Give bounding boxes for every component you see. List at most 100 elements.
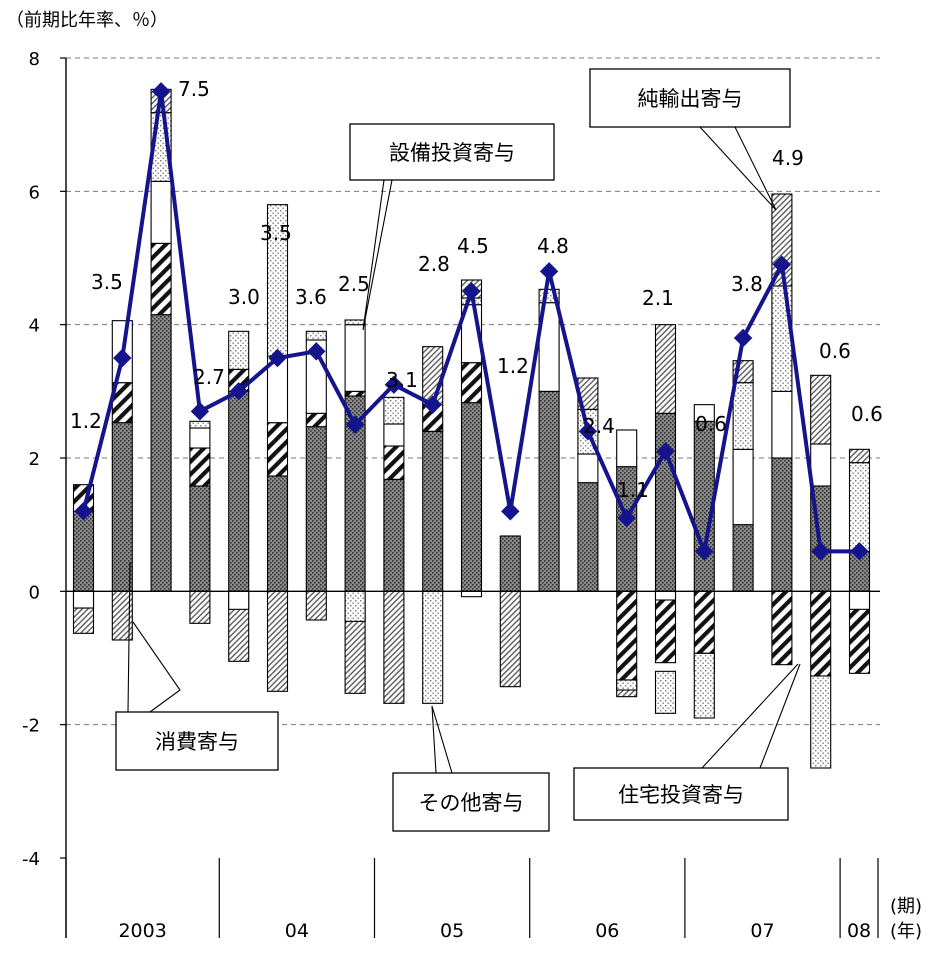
zero-baseline	[60, 57, 880, 938]
bar-segment	[305, 412, 327, 428]
bar-segment	[771, 390, 793, 459]
bar-segment	[72, 590, 95, 609]
y-tick-labels: 8 6 4 2 0 -2 -4	[22, 49, 40, 870]
bar-segment	[810, 675, 832, 769]
bar-segment	[460, 590, 483, 598]
value-label: 3.5	[260, 221, 292, 245]
bar-segment	[150, 242, 172, 316]
callout-leaders	[127, 126, 801, 774]
bar-segment	[654, 590, 677, 664]
leader-line	[699, 126, 777, 211]
bar-segment	[111, 422, 133, 592]
bar-segment	[693, 404, 715, 422]
value-label: 3.1	[386, 368, 418, 392]
bar-segment	[383, 423, 405, 447]
value-label: 3.5	[91, 270, 123, 294]
value-label: 0.6	[695, 412, 727, 436]
value-label: 0.6	[819, 339, 851, 363]
growth-marker	[501, 502, 520, 521]
x-year-label: 04	[285, 920, 309, 942]
bar-segment	[460, 402, 483, 592]
bar-segment	[266, 475, 289, 592]
growth-line	[74, 82, 869, 561]
value-label: 2.8	[418, 252, 450, 276]
x-year-label: 06	[595, 920, 619, 942]
bar-segment	[771, 590, 793, 666]
y-tick-label: -4	[22, 849, 40, 870]
value-label: 3.8	[731, 272, 763, 296]
growth-marker	[384, 375, 404, 394]
bar-segment	[344, 319, 366, 326]
value-label: 3.6	[295, 285, 327, 309]
growth-marker	[74, 502, 93, 521]
bar-segment	[848, 590, 871, 610]
y-tick-label: 6	[29, 182, 40, 203]
value-label: 1.1	[617, 478, 649, 502]
bar-segment	[499, 590, 521, 688]
bar-segment	[383, 445, 405, 480]
bar-segment	[228, 390, 250, 592]
x-axis: 2003 04 05 06 07 08	[65, 858, 879, 942]
bar-segment	[693, 652, 715, 719]
bar-segment	[538, 390, 560, 592]
value-labels: 1.2 3.5 7.5 2.7 3.0 3.5 3.6 2.5 3.1 2.8 4.5 1.2 4.8 2…	[70, 77, 883, 502]
bar-segment	[305, 590, 327, 621]
growth-marker	[811, 542, 830, 561]
bar-segment	[72, 510, 95, 592]
growth-marker	[539, 262, 559, 281]
growth-marker	[850, 542, 869, 561]
callout-net-exports-text: 純輸出寄与	[638, 87, 743, 111]
callout-other: その他寄与	[392, 772, 550, 832]
x-year-label: (年)	[890, 921, 922, 942]
growth-marker	[345, 415, 365, 434]
bar-segment	[848, 448, 871, 464]
growth-marker	[229, 382, 248, 401]
bar-segment	[305, 426, 327, 592]
callout-consumption-text: 消費寄与	[155, 730, 239, 754]
bar-segment	[383, 590, 405, 704]
bar-segment	[189, 485, 211, 592]
value-label: 2.1	[642, 286, 674, 310]
growth-marker	[578, 422, 598, 441]
bar-segment	[344, 590, 366, 622]
value-label: 3.0	[228, 285, 260, 309]
y-tick-label: 8	[29, 49, 40, 70]
value-label: 4.5	[457, 234, 489, 258]
bar-segment	[189, 420, 211, 429]
bar-segment	[228, 330, 250, 370]
bar-segment	[150, 314, 172, 592]
growth-marker	[656, 442, 675, 461]
x-year-label: 07	[750, 920, 774, 942]
x-quarter-label: (期)	[890, 896, 922, 917]
bar-segment	[848, 462, 871, 552]
value-label: 7.5	[178, 77, 210, 101]
bar-segment	[189, 427, 211, 449]
bar-segment	[810, 590, 832, 677]
bar-segment	[732, 448, 754, 526]
bar-segment	[616, 679, 638, 691]
y-tick-label: 4	[29, 316, 40, 337]
bar-segment	[732, 382, 754, 450]
bar-segment	[344, 390, 366, 397]
x-year-label: 05	[440, 920, 464, 942]
bar-segment	[771, 457, 793, 592]
bar-segment	[422, 430, 444, 592]
bar-segment	[266, 590, 289, 692]
growth-marker	[268, 348, 287, 368]
bar-segment	[422, 590, 444, 704]
callout-capex-text: 設備投資寄与	[389, 141, 515, 165]
bar-segment	[810, 374, 832, 445]
bar-segment	[810, 443, 832, 487]
growth-marker	[462, 282, 481, 301]
bar-segment	[189, 447, 211, 487]
growth-marker	[423, 395, 442, 414]
bar-segment	[616, 590, 638, 681]
value-label: 2.7	[193, 365, 225, 389]
growth-marker	[772, 255, 792, 274]
callout-housing: 住宅投資寄与	[573, 767, 789, 821]
bar-segment	[383, 478, 405, 592]
y-tick-label: -2	[22, 716, 40, 737]
leader-line	[431, 705, 453, 774]
bar-segment	[693, 590, 715, 654]
